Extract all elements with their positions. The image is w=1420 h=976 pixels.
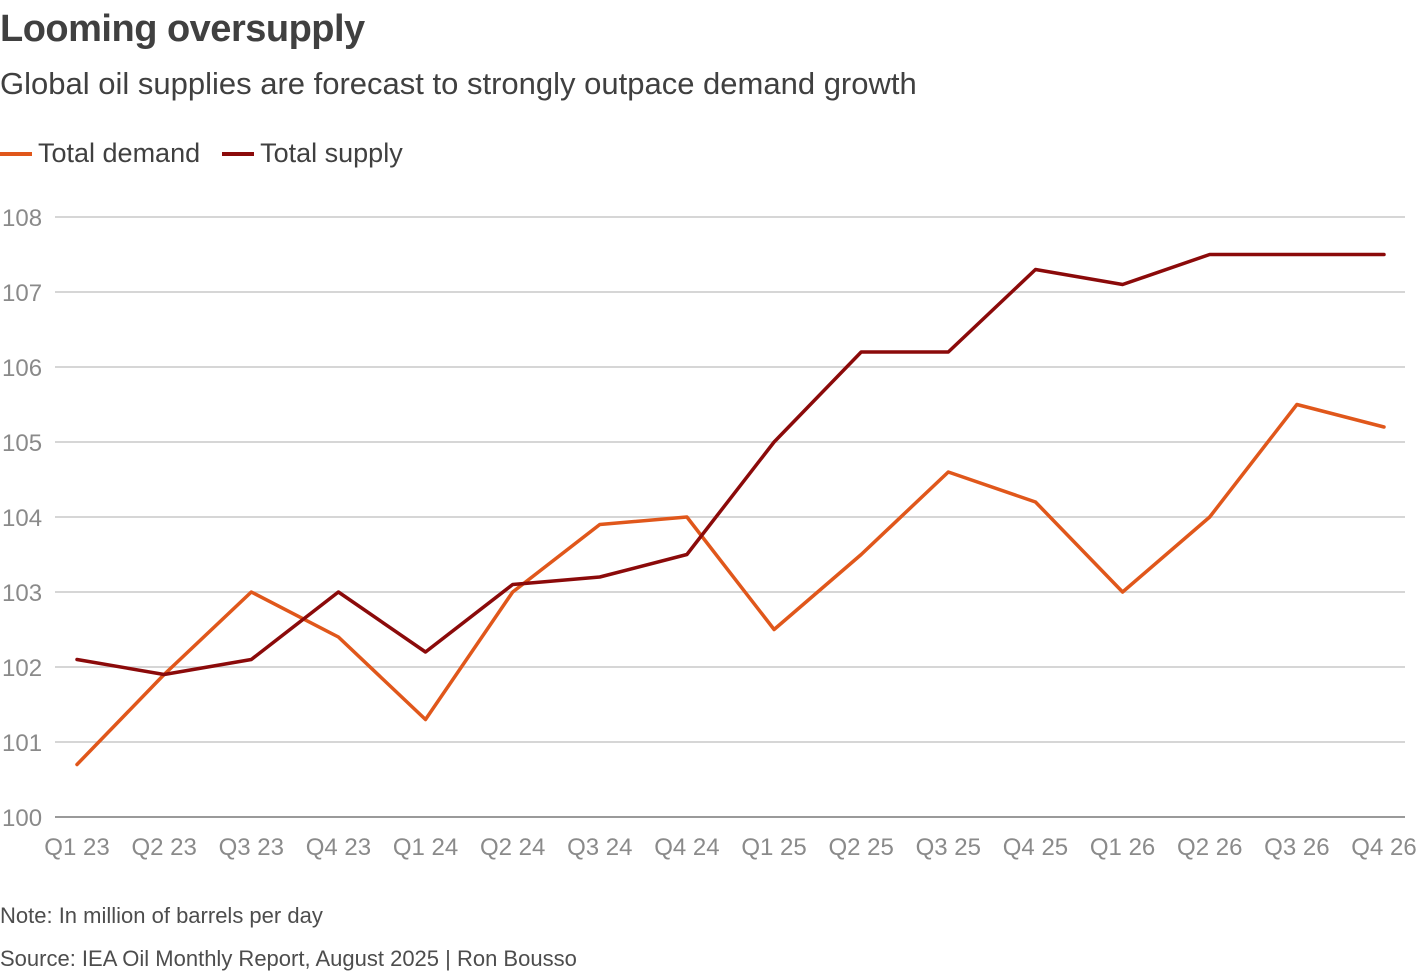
y-tick-label: 102 (2, 655, 42, 682)
x-tick-label: Q1 25 (741, 834, 806, 861)
y-tick-label: 105 (2, 430, 42, 457)
x-tick-label: Q1 23 (44, 834, 109, 861)
chart-note: Note: In million of barrels per day (0, 903, 323, 928)
series-line-total-supply (75, 252, 1386, 677)
legend: Total demand Total supply (0, 138, 425, 169)
x-tick-label: Q3 23 (219, 834, 284, 861)
legend-item-supply: Total supply (222, 138, 403, 169)
y-tick-label: 104 (2, 505, 42, 532)
series-lines (75, 252, 1386, 767)
legend-swatch-demand (0, 151, 32, 156)
x-tick-label: Q2 23 (131, 834, 196, 861)
x-tick-label: Q2 26 (1177, 834, 1242, 861)
x-axis-ticks: Q1 23 Q2 23 Q3 23 Q4 23 Q1 24 Q2 24 Q3 24 Q4 24… (44, 834, 1416, 861)
y-tick-label: 108 (2, 205, 42, 232)
x-tick-label: Q1 26 (1090, 834, 1155, 861)
x-tick-label: Q4 25 (1003, 834, 1068, 861)
x-tick-label: Q2 25 (829, 834, 894, 861)
y-axis-ticks: 100 101 102 103 104 105 106 107 108 (2, 205, 42, 832)
y-tick-label: 101 (2, 730, 42, 757)
x-tick-label: Q1 24 (393, 834, 458, 861)
gridlines (55, 216, 1405, 818)
line-chart: 100 101 102 103 104 105 106 107 108 Q1 23 Q2 23 Q3… (2, 205, 1417, 861)
x-tick-label: Q4 23 (306, 834, 371, 861)
series-line-total-demand (75, 402, 1386, 767)
legend-label-demand: Total demand (38, 138, 201, 168)
legend-label-supply: Total supply (260, 138, 403, 168)
chart-subtitle: Global oil supplies are forecast to stro… (0, 66, 917, 101)
chart-title: Looming oversupply (0, 8, 365, 50)
x-tick-label: Q3 25 (916, 834, 981, 861)
x-tick-label: Q4 24 (654, 834, 719, 861)
y-tick-label: 100 (2, 805, 42, 832)
x-tick-label: Q3 26 (1264, 834, 1329, 861)
x-tick-label: Q4 26 (1351, 834, 1416, 861)
legend-swatch-supply (222, 151, 255, 156)
x-tick-label: Q2 24 (480, 834, 545, 861)
y-tick-label: 107 (2, 280, 42, 307)
x-tick-label: Q3 24 (567, 834, 632, 861)
legend-item-demand: Total demand (0, 138, 200, 169)
y-tick-label: 103 (2, 580, 42, 607)
chart-source: Source: IEA Oil Monthly Report, August 2… (0, 946, 577, 971)
y-tick-label: 106 (2, 355, 42, 382)
